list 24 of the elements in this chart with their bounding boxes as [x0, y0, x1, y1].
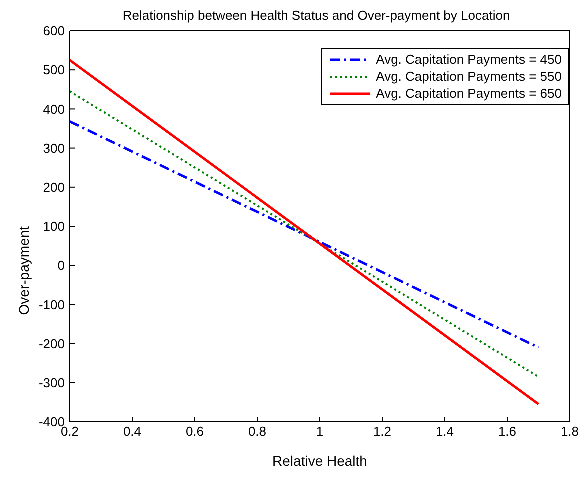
chart-title: Relationship between Health Status and Over-payment by Location — [122, 8, 512, 23]
x-axis-title: Relative Health — [272, 452, 368, 469]
y-tick-label: 400 — [43, 102, 65, 117]
x-tick-label: 1 — [316, 424, 324, 440]
x-tick-label: 0.8 — [248, 424, 267, 440]
legend-label: Avg. Capitation Payments = 550 — [376, 68, 562, 85]
y-tick-label: 0 — [58, 258, 65, 274]
legend-label: Avg. Capitation Payments = 650 — [376, 85, 562, 102]
y-tick-label: -200 — [38, 336, 65, 352]
x-tick-label: 1.4 — [436, 424, 454, 440]
x-tick-label: 0.6 — [186, 424, 204, 440]
y-tick-label: 500 — [43, 62, 65, 78]
x-tick-label: 0.4 — [123, 424, 142, 440]
y-tick-label: 600 — [43, 24, 65, 39]
legend-label: Avg. Capitation Payments = 450 — [376, 51, 562, 68]
y-tick-label: -300 — [38, 376, 65, 391]
y-tick-label: 100 — [43, 219, 65, 234]
x-tick-label: 1.6 — [498, 424, 517, 440]
y-axis-title: Over-payment — [16, 226, 32, 316]
y-tick-label: -100 — [38, 297, 65, 312]
x-tick-label: 1.8 — [560, 424, 580, 440]
y-tick-label: 300 — [43, 140, 65, 156]
x-tick-label: 1.2 — [373, 424, 392, 440]
y-tick-label: 200 — [43, 180, 65, 196]
